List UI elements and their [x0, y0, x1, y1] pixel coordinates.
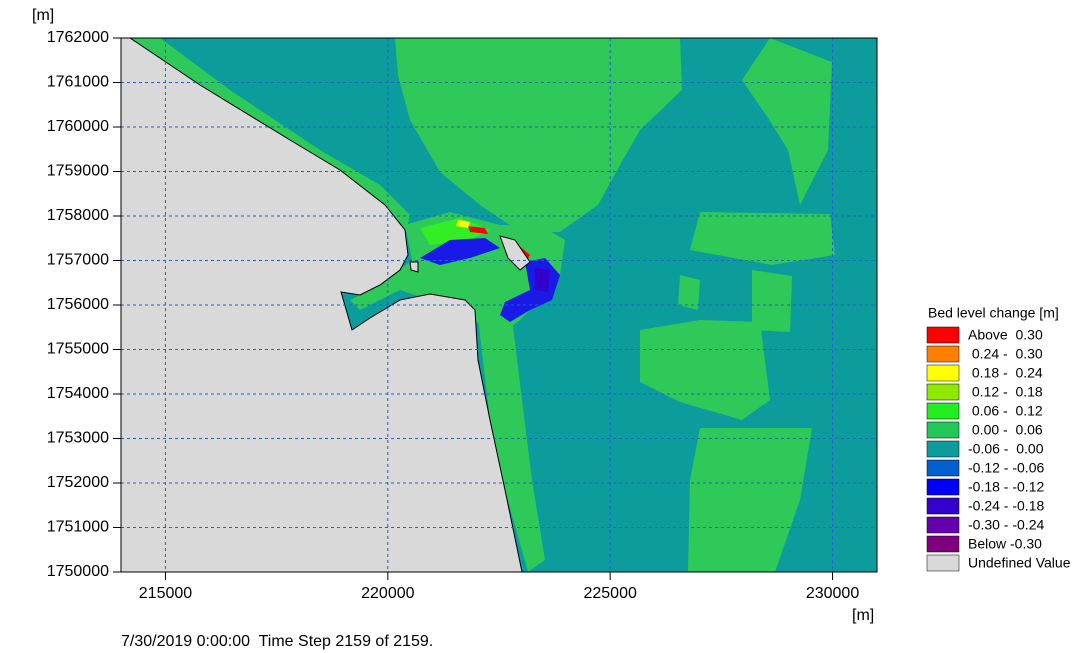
- legend-swatch: [926, 535, 960, 553]
- legend: Above 0.30 0.24 - 0.30 0.18 - 0.24 0.12 …: [926, 326, 1071, 572]
- legend-swatch: [926, 326, 960, 344]
- islet: [409, 261, 419, 273]
- legend-title: Bed level change [m]: [928, 305, 1059, 321]
- shoal: [690, 212, 835, 265]
- y-tick-label: 1758000: [47, 207, 109, 224]
- shoal: [678, 275, 700, 310]
- y-axis-unit: [m]: [32, 7, 54, 24]
- y-tick-label: 1751000: [47, 519, 109, 536]
- legend-swatch: [926, 383, 960, 401]
- deposition: [468, 226, 488, 234]
- y-tick-label: 1752000: [47, 474, 109, 491]
- legend-swatch: [926, 459, 960, 477]
- inlet-shoal: [420, 218, 490, 245]
- legend-label: Below -0.30: [968, 536, 1042, 552]
- legend-label: Undefined Value: [968, 555, 1071, 571]
- shoal: [640, 320, 770, 420]
- legend-label: -0.18 - -0.12: [968, 479, 1044, 495]
- y-tick-label: 1750000: [47, 563, 109, 580]
- y-tick-label: 1759000: [47, 163, 109, 180]
- deposition: [456, 220, 470, 228]
- y-tick-label: 1754000: [47, 385, 109, 402]
- x-tick-label: 220000: [361, 585, 414, 602]
- coastal-band: [478, 318, 545, 572]
- legend-swatch: [926, 402, 960, 420]
- legend-label: 0.18 - 0.24: [968, 365, 1043, 381]
- plot-frame: [120, 37, 878, 573]
- scour: [420, 238, 500, 265]
- legend-label: -0.12 - -0.06: [968, 460, 1044, 476]
- legend-label: -0.24 - -0.18: [968, 498, 1044, 514]
- x-tick-label: 230000: [806, 585, 859, 602]
- legend-swatch: [926, 554, 960, 572]
- x-tick-label: 215000: [139, 585, 192, 602]
- y-tick-label: 1753000: [47, 430, 109, 447]
- y-tick-label: 1757000: [47, 252, 109, 269]
- y-tick-label: 1762000: [47, 29, 109, 46]
- shoal: [742, 38, 832, 205]
- legend-swatch: [926, 421, 960, 439]
- legend-label: 0.00 - 0.06: [968, 422, 1043, 438]
- legend-label: -0.06 - 0.00: [968, 441, 1044, 457]
- legend-swatch: [926, 364, 960, 382]
- scour: [535, 268, 550, 292]
- shoal: [688, 428, 812, 572]
- legend-label: Above 0.30: [968, 327, 1043, 343]
- axes: 1750000 1751000 1752000 1753000 1754000 17550…: [47, 29, 877, 602]
- legend-swatch: [926, 497, 960, 515]
- legend-swatch: [926, 440, 960, 458]
- x-axis-unit: [m]: [852, 607, 874, 624]
- y-tick-label: 1760000: [47, 118, 109, 135]
- shoal: [752, 270, 792, 332]
- y-tick-label: 1761000: [47, 74, 109, 91]
- legend-label: 0.06 - 0.12: [968, 403, 1043, 419]
- legend-swatch: [926, 516, 960, 534]
- legend-swatch: [926, 345, 960, 363]
- legend-label: 0.12 - 0.18: [968, 384, 1043, 400]
- spit: [499, 235, 531, 271]
- y-tick-label: 1755000: [47, 341, 109, 358]
- legend-swatch: [926, 478, 960, 496]
- legend-label: -0.30 - -0.24: [968, 517, 1044, 533]
- legend-label: 0.24 - 0.30: [968, 346, 1043, 362]
- footer: 7/30/2019 0:00:00 Time Step 2159 of 2159…: [121, 633, 433, 650]
- y-tick-label: 1756000: [47, 296, 109, 313]
- x-tick-label: 225000: [583, 585, 636, 602]
